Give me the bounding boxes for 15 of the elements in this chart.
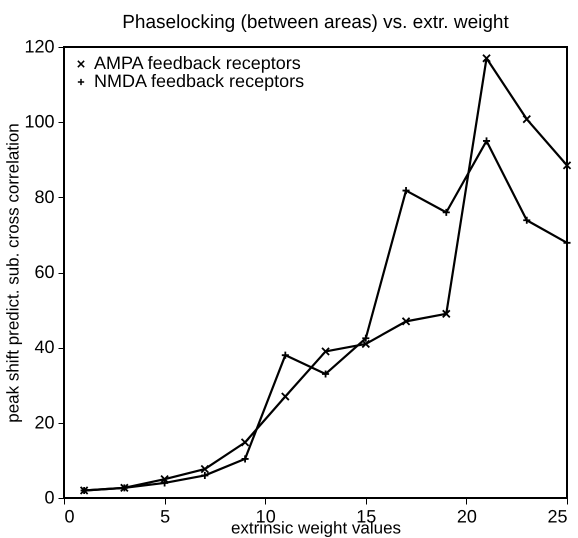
x-tick-label: 20 [456,506,477,526]
legend-label: AMPA feedback receptors [94,53,301,73]
legend-label: NMDA feedback receptors [94,71,304,91]
y-tick-label: 20 [34,412,54,432]
chart-title: Phaselocking (between areas) vs. extr. weight [122,12,510,33]
x-tick-label: 5 [160,506,170,526]
y-tick-label: 120 [24,36,54,56]
x-tick-label: 0 [64,506,75,526]
y-tick-label: 80 [34,186,54,207]
y-tick-label: 0 [44,488,54,508]
y-tick-label: 40 [34,337,54,358]
y-axis-title: peak shift predict. sub. cross correlation [3,123,22,423]
y-tick-label: 100 [24,112,54,132]
x-tick-label: 25 [547,506,568,526]
y-tick-label: 60 [34,262,54,282]
